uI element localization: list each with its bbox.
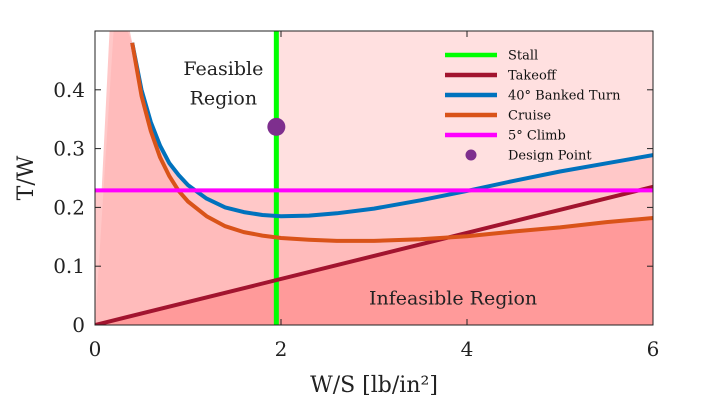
- legend-label-takeoff: Takeoff: [508, 69, 558, 84]
- design-point-layer: [267, 117, 286, 136]
- takeoff-infeasible-region: [95, 218, 653, 325]
- y-tick-label-0: 0: [72, 313, 85, 337]
- constraint-lines: [95, 31, 653, 325]
- legend-label-5-climb: 5° Climb: [508, 129, 566, 144]
- legend: Stall Takeoff 40° Banked Turn Cruise 5° Clim…: [445, 49, 621, 164]
- annotation-0: Feasible: [183, 58, 263, 80]
- legend-label-cruise: Cruise: [508, 109, 551, 124]
- y-tick-label-3: 0.3: [53, 137, 85, 161]
- tick-labels: 0 2 4 6 0 0.1 0.2 0.3 0.4: [53, 78, 659, 361]
- legend-swatch-design-point: [465, 149, 477, 161]
- takeoff-line: [95, 184, 653, 325]
- x-tick-label-3: 6: [647, 337, 660, 361]
- shaded-regions: [95, 31, 653, 325]
- annotation-1: Region: [190, 88, 257, 110]
- annotation-2: Infeasible Region: [369, 287, 537, 309]
- legend-label-stall: Stall: [508, 49, 538, 64]
- y-tick-label-2: 0.2: [53, 195, 85, 219]
- legend-label-design-point: Design Point: [508, 149, 592, 164]
- legend-label-40-banked-turn: 40° Banked Turn: [508, 89, 621, 104]
- axes-frame: [94, 30, 654, 326]
- x-tick-label-0: 0: [89, 337, 102, 361]
- x-axis-label: W/S [lb/in²]: [310, 373, 438, 398]
- design-point-marker: [267, 117, 286, 136]
- cruise-line: [130, 42, 653, 243]
- x-tick-label-2: 4: [461, 337, 474, 361]
- x-tick-label-1: 2: [275, 337, 288, 361]
- y-axis-label: T/W: [14, 155, 39, 200]
- y-tick-label-1: 0.1: [53, 254, 85, 278]
- region-annotations: Feasible Region Infeasible Region: [183, 58, 537, 309]
- axes: [94, 30, 654, 326]
- y-tick-label-4: 0.4: [53, 78, 85, 102]
- 40-banked-turn-line: [130, 42, 653, 219]
